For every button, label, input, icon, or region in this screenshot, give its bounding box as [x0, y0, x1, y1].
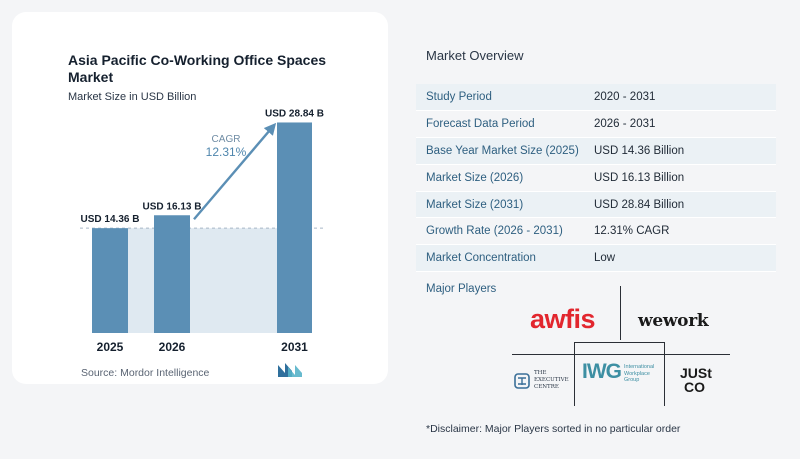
disclaimer: *Disclaimer: Major Players sorted in no …: [426, 423, 681, 435]
row-key: Study Period: [426, 91, 492, 104]
row-value: USD 16.13 Billion: [594, 171, 685, 184]
row-value: 2020 - 2031: [594, 91, 656, 104]
row-key: Market Size (2026): [426, 171, 524, 184]
table-row: Base Year Market Size (2025) USD 14.36 Bi…: [416, 137, 776, 165]
baseline-band: [92, 228, 312, 333]
tec-line-3: CENTRE: [534, 384, 559, 390]
overview-title: Market Overview: [426, 48, 524, 63]
tec-line-1: THE: [534, 370, 547, 376]
awfis-logo: awfis: [530, 304, 596, 334]
row-value: 2026 - 2031: [594, 118, 656, 131]
cagr-label: CAGR: [212, 134, 241, 145]
mordor-logo-icon: [278, 363, 302, 377]
overview-table: Study Period 2020 - 2031 Forecast Data Pe…: [416, 84, 776, 272]
justco-logo: JUSt CO: [680, 366, 712, 394]
wework-logo: wework: [638, 311, 709, 331]
bar-2025: [92, 228, 128, 333]
grid-divider: [620, 286, 621, 340]
row-value: 12.31% CAGR: [594, 225, 670, 238]
chart-title: Asia Pacific Co-Working Office Spaces Ma…: [68, 52, 327, 85]
cagr-arrow: [193, 122, 277, 221]
table-row: Market Size (2026) USD 16.13 Billion: [416, 164, 776, 192]
bar-2031: [277, 122, 312, 333]
value-label-2025: USD 14.36 B: [81, 214, 140, 225]
row-key: Base Year Market Size (2025): [426, 144, 579, 157]
bar-chart: USD 14.36 B 2025 USD 16.13 B 2026 USD 28.84 …: [80, 108, 326, 354]
source-note: Source: Mordor Intelligence: [81, 367, 210, 379]
row-value: USD 28.84 Billion: [594, 198, 685, 211]
category-label-2026: 2026: [159, 340, 186, 354]
row-key: Market Size (2031): [426, 198, 524, 211]
row-key: Growth Rate (2026 - 2031): [426, 225, 563, 238]
row-key: Forecast Data Period: [426, 118, 535, 131]
grid-divider: [574, 342, 575, 406]
value-label-2026: USD 16.13 B: [143, 201, 202, 212]
cagr-value: 12.31%: [206, 145, 247, 159]
iwg-line-1: International: [624, 364, 655, 370]
iwg-line-3: Group: [624, 377, 640, 383]
grid-divider: [664, 342, 665, 406]
table-row: Market Size (2031) USD 28.84 Billion: [416, 191, 776, 218]
major-players-title: Major Players: [426, 283, 497, 295]
justco-line-2: CO: [684, 379, 705, 395]
row-value: Low: [594, 252, 616, 265]
iwg-mark: IWG: [582, 360, 622, 383]
row-value: USD 14.36 Billion: [594, 144, 685, 157]
value-label-2031: USD 28.84 B: [265, 108, 324, 119]
overview-panel: Market Overview Study Period 2020 - 2031 …: [416, 0, 800, 459]
table-row: Growth Rate (2026 - 2031) 12.31% CAGR: [416, 217, 776, 245]
grid-divider: [574, 342, 664, 343]
table-row: Study Period 2020 - 2031: [416, 84, 776, 111]
chart-subtitle: Market Size in USD Billion: [68, 91, 197, 103]
grid-divider: [512, 354, 730, 355]
justco-line-1: JUSt: [680, 365, 712, 381]
table-row: Market Concentration Low: [416, 244, 776, 272]
row-key: Market Concentration: [426, 252, 536, 265]
bar-2026: [154, 215, 190, 333]
table-row: Forecast Data Period 2026 - 2031: [416, 110, 776, 138]
tec-emblem-icon: [514, 373, 530, 389]
tec-line-2: EXECUTIVE: [534, 377, 569, 383]
category-label-2025: 2025: [97, 340, 124, 354]
iwg-line-2: Workplace: [624, 370, 650, 377]
category-label-2031: 2031: [281, 340, 308, 354]
